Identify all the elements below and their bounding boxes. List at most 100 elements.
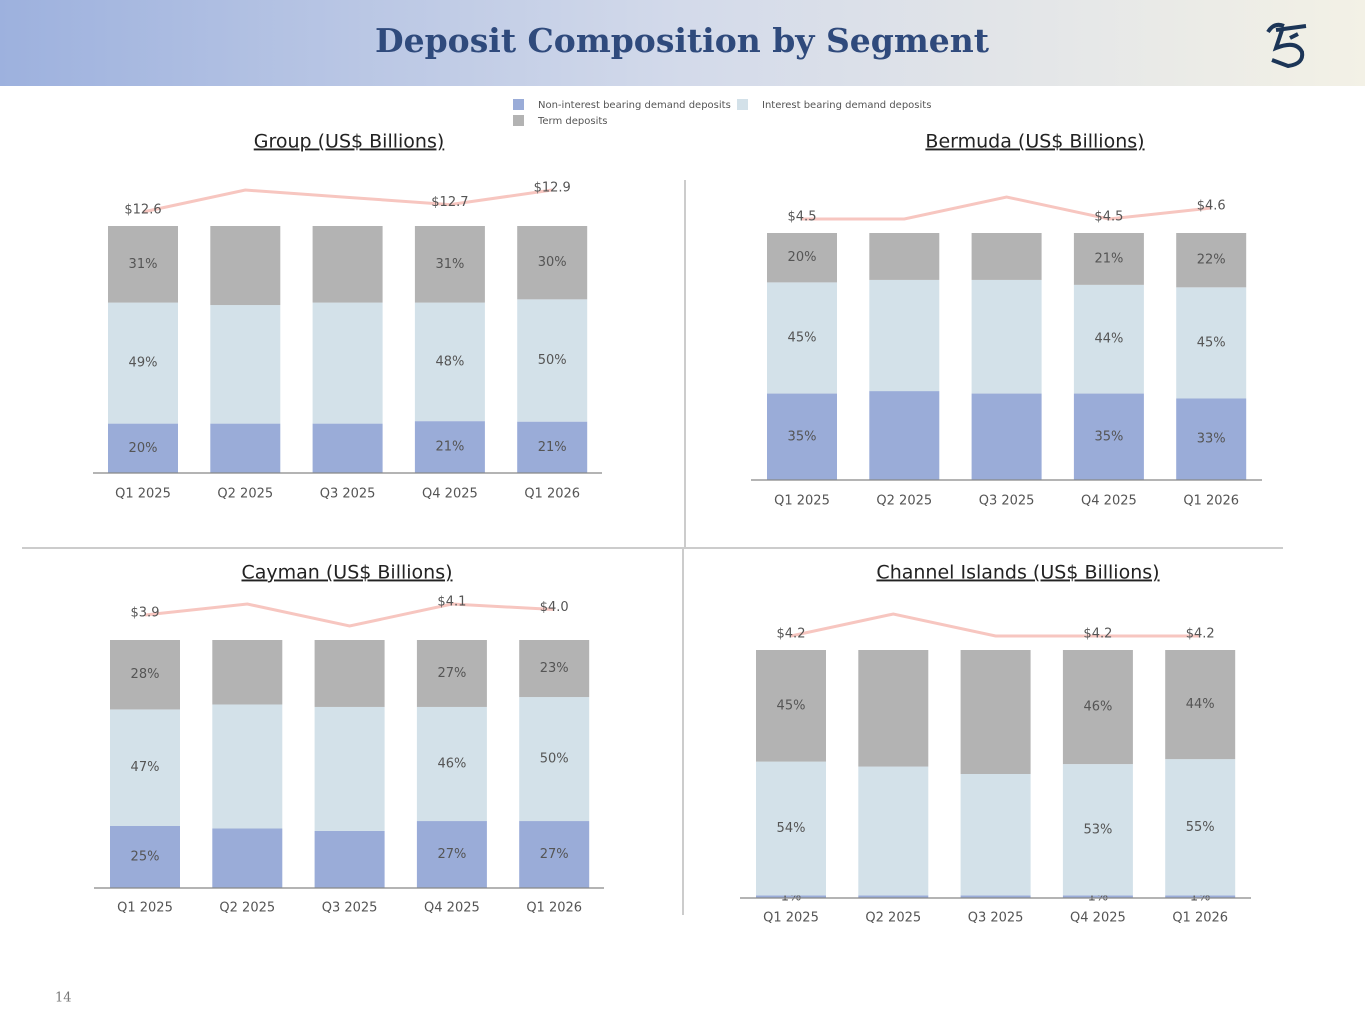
x-tick-label: Q1 2026: [1183, 494, 1239, 509]
data-label: 27%: [540, 847, 569, 862]
x-tick-label: Q1 2025: [115, 487, 171, 502]
data-label: 44%: [1094, 332, 1123, 347]
data-label: 21%: [1094, 251, 1123, 266]
legend-label: Interest bearing demand deposits: [762, 100, 931, 111]
bar-segment: [767, 393, 837, 480]
x-tick-label: Q4 2025: [1081, 494, 1137, 509]
total-label: $4.2: [1186, 627, 1215, 642]
data-label: 50%: [538, 353, 567, 368]
x-tick-label: Q4 2025: [1070, 911, 1126, 926]
page-number: 14: [55, 991, 72, 1006]
bar-segment: [869, 279, 940, 392]
data-label: 21%: [538, 440, 567, 455]
bar-segment: [756, 761, 826, 896]
bar-segment: [414, 421, 485, 473]
bar-segment: [767, 233, 837, 283]
bar-segment: [517, 299, 588, 422]
bar-segment: [960, 895, 1031, 898]
bar-segment: [858, 895, 929, 898]
total-label: $12.7: [431, 195, 468, 210]
bar-segment: [960, 650, 1031, 774]
x-tick-label: Q2 2025: [217, 487, 273, 502]
legend-label: Non-interest bearing demand deposits: [538, 100, 731, 111]
data-label: 31%: [435, 257, 464, 272]
bar-segment: [971, 279, 1042, 394]
bar-segment: [971, 393, 1042, 480]
bar-segment: [416, 821, 487, 888]
data-label: 31%: [129, 257, 158, 272]
bar-segment: [414, 226, 485, 303]
total-label: $12.9: [534, 181, 571, 196]
bar-segment: [1062, 650, 1133, 765]
data-label: 55%: [1186, 820, 1215, 835]
bar-segment: [212, 704, 283, 829]
data-label: 47%: [131, 760, 160, 775]
data-label: 45%: [777, 698, 806, 713]
total-label: $4.6: [1197, 199, 1226, 214]
bar-segment: [858, 766, 929, 896]
x-tick-label: Q1 2026: [524, 487, 580, 502]
total-label: $3.9: [131, 606, 160, 621]
bar-segment: [960, 774, 1031, 896]
bar-segment: [314, 640, 385, 707]
data-label: 22%: [1197, 253, 1226, 268]
x-tick-label: Q1 2026: [1172, 911, 1228, 926]
data-label: 45%: [788, 330, 817, 345]
data-label: 45%: [1197, 335, 1226, 350]
bar-segment: [210, 423, 281, 473]
bar-segment: [1176, 233, 1247, 288]
bar-segment: [1165, 895, 1236, 898]
bar-segment: [1073, 284, 1144, 394]
bar-segment: [1176, 287, 1247, 399]
total-line: [144, 602, 555, 628]
total-label: $4.5: [1094, 210, 1123, 225]
data-label: 25%: [131, 850, 160, 865]
bar-segment: [312, 302, 383, 424]
bar-segment: [314, 830, 385, 888]
total-line: [802, 195, 1212, 221]
bar-segment: [212, 828, 283, 888]
bar-segment: [210, 226, 281, 306]
x-tick-label: Q2 2025: [865, 911, 921, 926]
data-label: 20%: [129, 441, 158, 456]
x-tick-label: Q4 2025: [422, 487, 478, 502]
bar-segment: [756, 895, 826, 898]
bar-segment: [312, 226, 383, 303]
legend-swatch: [513, 115, 524, 126]
bar-segment: [1062, 895, 1133, 898]
bar-segment: [110, 826, 180, 888]
data-label: 33%: [1197, 432, 1226, 447]
data-label: 35%: [1094, 429, 1123, 444]
data-label: 46%: [437, 757, 466, 772]
bar-segment: [414, 302, 485, 422]
bar-segment: [1073, 233, 1144, 285]
data-label: 30%: [538, 255, 567, 270]
bar-segment: [1062, 764, 1133, 896]
bar-segment: [869, 233, 940, 280]
data-label: 23%: [540, 661, 569, 676]
data-label: 27%: [437, 666, 466, 681]
data-label: 54%: [777, 821, 806, 836]
bar-segment: [971, 233, 1042, 280]
x-tick-label: Q3 2025: [968, 911, 1024, 926]
x-tick-label: Q4 2025: [424, 901, 480, 916]
total-line: [790, 612, 1201, 638]
data-label: 44%: [1186, 697, 1215, 712]
bar-segment: [1176, 398, 1247, 480]
x-tick-label: Q1 2025: [774, 494, 830, 509]
bar-segment: [108, 226, 178, 303]
bar-segment: [519, 697, 590, 822]
total-label: $12.6: [124, 203, 161, 218]
header-band: [0, 0, 1365, 86]
bar-segment: [1165, 650, 1236, 760]
bar-segment: [212, 640, 283, 705]
bar-segment: [312, 423, 383, 473]
chart-title: Bermuda (US$ Billions): [925, 131, 1144, 153]
x-tick-label: Q3 2025: [320, 487, 376, 502]
total-label: $4.2: [1083, 627, 1112, 642]
legend-swatch: [513, 99, 524, 110]
data-label: 35%: [788, 429, 817, 444]
data-label: 49%: [129, 356, 158, 371]
